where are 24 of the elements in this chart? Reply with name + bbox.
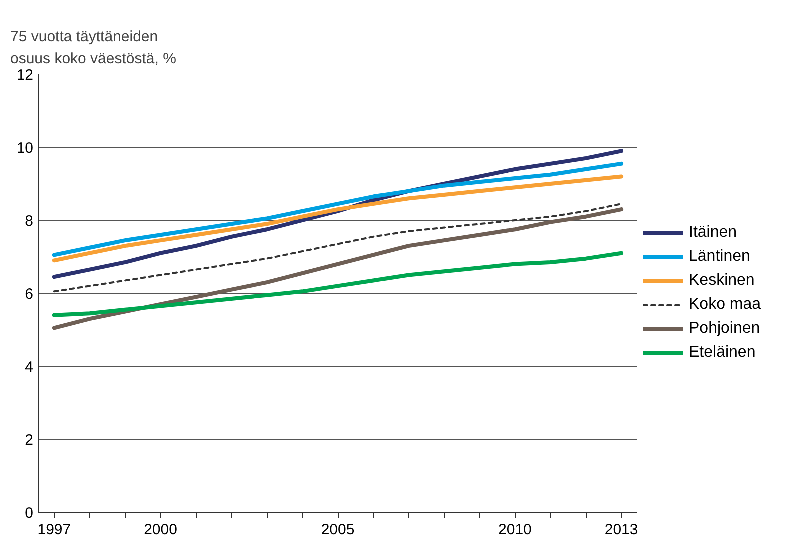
legend-label: Itäinen xyxy=(689,224,738,242)
legend-label: Läntinen xyxy=(689,248,750,266)
x-tick-label: 2010 xyxy=(498,522,532,538)
line-series xyxy=(53,203,623,293)
y-tick-label: 2 xyxy=(25,432,34,449)
x-tick-label: 1997 xyxy=(38,522,72,538)
legend-label: Koko maa xyxy=(689,296,762,314)
x-tick-label: 2000 xyxy=(144,522,178,538)
y-axis-title: 75 vuotta täyttäneiden osuus koko väestöstä, % xyxy=(10,28,176,68)
line-series xyxy=(52,174,624,263)
y-tick-label: 12 xyxy=(16,67,34,84)
legend-label: Keskinen xyxy=(689,272,755,290)
x-tick-label: 2013 xyxy=(604,522,638,538)
y-tick-label: 8 xyxy=(25,213,34,230)
y-tick-label: 0 xyxy=(25,505,34,522)
legend-label: Eteläinen xyxy=(689,344,756,362)
line-series xyxy=(52,208,624,330)
line-series xyxy=(52,162,624,258)
legend-label: Pohjoinen xyxy=(689,320,760,338)
y-tick-label: 6 xyxy=(25,286,34,303)
x-tick-label: 2005 xyxy=(321,522,355,538)
y-tick-label: 10 xyxy=(16,140,34,157)
y-tick-label: 4 xyxy=(25,359,34,376)
line-series xyxy=(52,251,624,318)
